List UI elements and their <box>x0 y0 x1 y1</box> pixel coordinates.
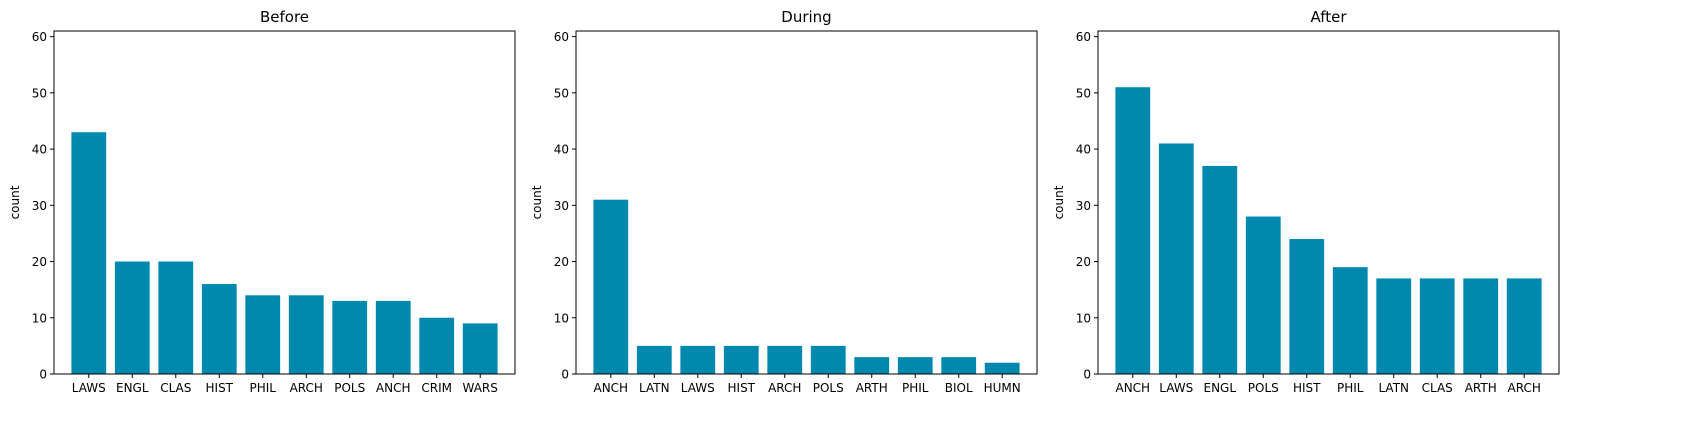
bar <box>897 357 933 374</box>
panel-title: After <box>1310 8 1347 26</box>
y-axis-label: count <box>8 185 22 219</box>
x-tick-label: ANCH <box>376 381 411 395</box>
y-tick-label: 20 <box>554 255 569 269</box>
x-tick-label: LAWS <box>681 381 715 395</box>
x-tick-label: ANCH <box>593 381 628 395</box>
x-tick-label: CLAS <box>1422 381 1453 395</box>
x-tick-label: HIST <box>1293 381 1321 395</box>
y-tick-label: 50 <box>554 86 569 100</box>
bar <box>1245 216 1281 374</box>
y-tick-label: 0 <box>1083 368 1091 382</box>
y-tick-label: 30 <box>1076 199 1091 213</box>
axes-frame <box>575 30 1038 375</box>
bar <box>810 345 846 374</box>
x-tick-label: HIST <box>206 381 234 395</box>
bar <box>1332 267 1368 374</box>
x-tick-label: BIOL <box>945 381 973 395</box>
x-tick-label: LAWS <box>1159 381 1193 395</box>
x-tick-label: ARCH <box>1508 381 1541 395</box>
y-tick-label: 60 <box>32 30 47 44</box>
axes-frame <box>53 30 516 375</box>
axes-frame <box>1097 30 1560 375</box>
y-tick-label: 0 <box>561 368 569 382</box>
bar <box>71 132 107 374</box>
x-tick-label: ENGL <box>1204 381 1237 395</box>
y-tick-label: 50 <box>1076 86 1091 100</box>
x-tick-label: LATN <box>639 381 670 395</box>
bar <box>1376 278 1412 374</box>
bar <box>723 345 759 374</box>
y-tick-label: 10 <box>32 311 47 325</box>
y-tick-label: 30 <box>32 199 47 213</box>
x-tick-label: HIST <box>728 381 756 395</box>
bar <box>941 357 977 374</box>
y-tick-label: 60 <box>1076 30 1091 44</box>
y-tick-label: 20 <box>32 255 47 269</box>
x-tick-label: WARS <box>463 381 498 395</box>
chart-panel-0: LAWS ENGL CLAS HIST PHIL ARCH POLS ANCH CRIM WARS… <box>8 8 516 395</box>
y-tick-label: 40 <box>1076 143 1091 157</box>
x-tick-label: PHIL <box>902 381 929 395</box>
bar <box>1463 278 1499 374</box>
bar <box>984 362 1020 374</box>
x-tick-label: CRIM <box>421 381 452 395</box>
bar <box>1115 87 1151 374</box>
bar <box>288 295 324 374</box>
bar <box>593 199 629 374</box>
bar <box>158 261 194 374</box>
x-tick-label: ARTH <box>1465 381 1497 395</box>
bar <box>1419 278 1455 374</box>
x-tick-label: CLAS <box>160 381 191 395</box>
x-tick-label: ARTH <box>856 381 888 395</box>
y-tick-label: 50 <box>32 86 47 100</box>
y-tick-label: 0 <box>39 368 47 382</box>
y-tick-label: 60 <box>554 30 569 44</box>
bar <box>680 345 716 374</box>
bar <box>636 345 672 374</box>
chart-panel-1: ANCH LATN LAWS HIST ARCH POLS ARTH PHIL BIOL HUMN… <box>530 8 1038 395</box>
x-tick-label: ENGL <box>116 381 149 395</box>
x-tick-label: PHIL <box>250 381 277 395</box>
x-tick-label: POLS <box>813 381 844 395</box>
x-tick-label: LATN <box>1378 381 1409 395</box>
panel-title: Before <box>260 8 309 26</box>
y-tick-label: 10 <box>1076 311 1091 325</box>
y-tick-label: 10 <box>554 311 569 325</box>
y-axis-label: count <box>1052 185 1066 219</box>
x-tick-label: PHIL <box>1337 381 1364 395</box>
x-tick-label: ARCH <box>768 381 801 395</box>
y-axis-label: count <box>530 185 544 219</box>
x-tick-label: POLS <box>334 381 365 395</box>
x-tick-label: HUMN <box>984 381 1021 395</box>
x-tick-label: LAWS <box>72 381 106 395</box>
panel-title: During <box>781 8 831 26</box>
bar <box>1158 143 1194 374</box>
bar <box>419 317 455 374</box>
bar <box>375 300 411 374</box>
y-tick-label: 40 <box>554 143 569 157</box>
bar <box>201 284 237 374</box>
bar <box>114 261 150 374</box>
bar <box>767 345 803 374</box>
chart-panel-2: ANCH LAWS ENGL POLS HIST PHIL LATN CLAS ARTH ARCH… <box>1052 8 1560 395</box>
bar <box>1289 239 1325 374</box>
x-tick-label: POLS <box>1248 381 1279 395</box>
x-tick-label: ANCH <box>1115 381 1150 395</box>
y-tick-label: 40 <box>32 143 47 157</box>
x-tick-label: ARCH <box>290 381 323 395</box>
bar <box>854 357 890 374</box>
y-tick-label: 30 <box>554 199 569 213</box>
bar <box>1506 278 1542 374</box>
bar <box>1202 165 1238 374</box>
bar <box>462 323 498 374</box>
y-tick-label: 20 <box>1076 255 1091 269</box>
bar <box>332 300 368 374</box>
bar <box>245 295 281 374</box>
